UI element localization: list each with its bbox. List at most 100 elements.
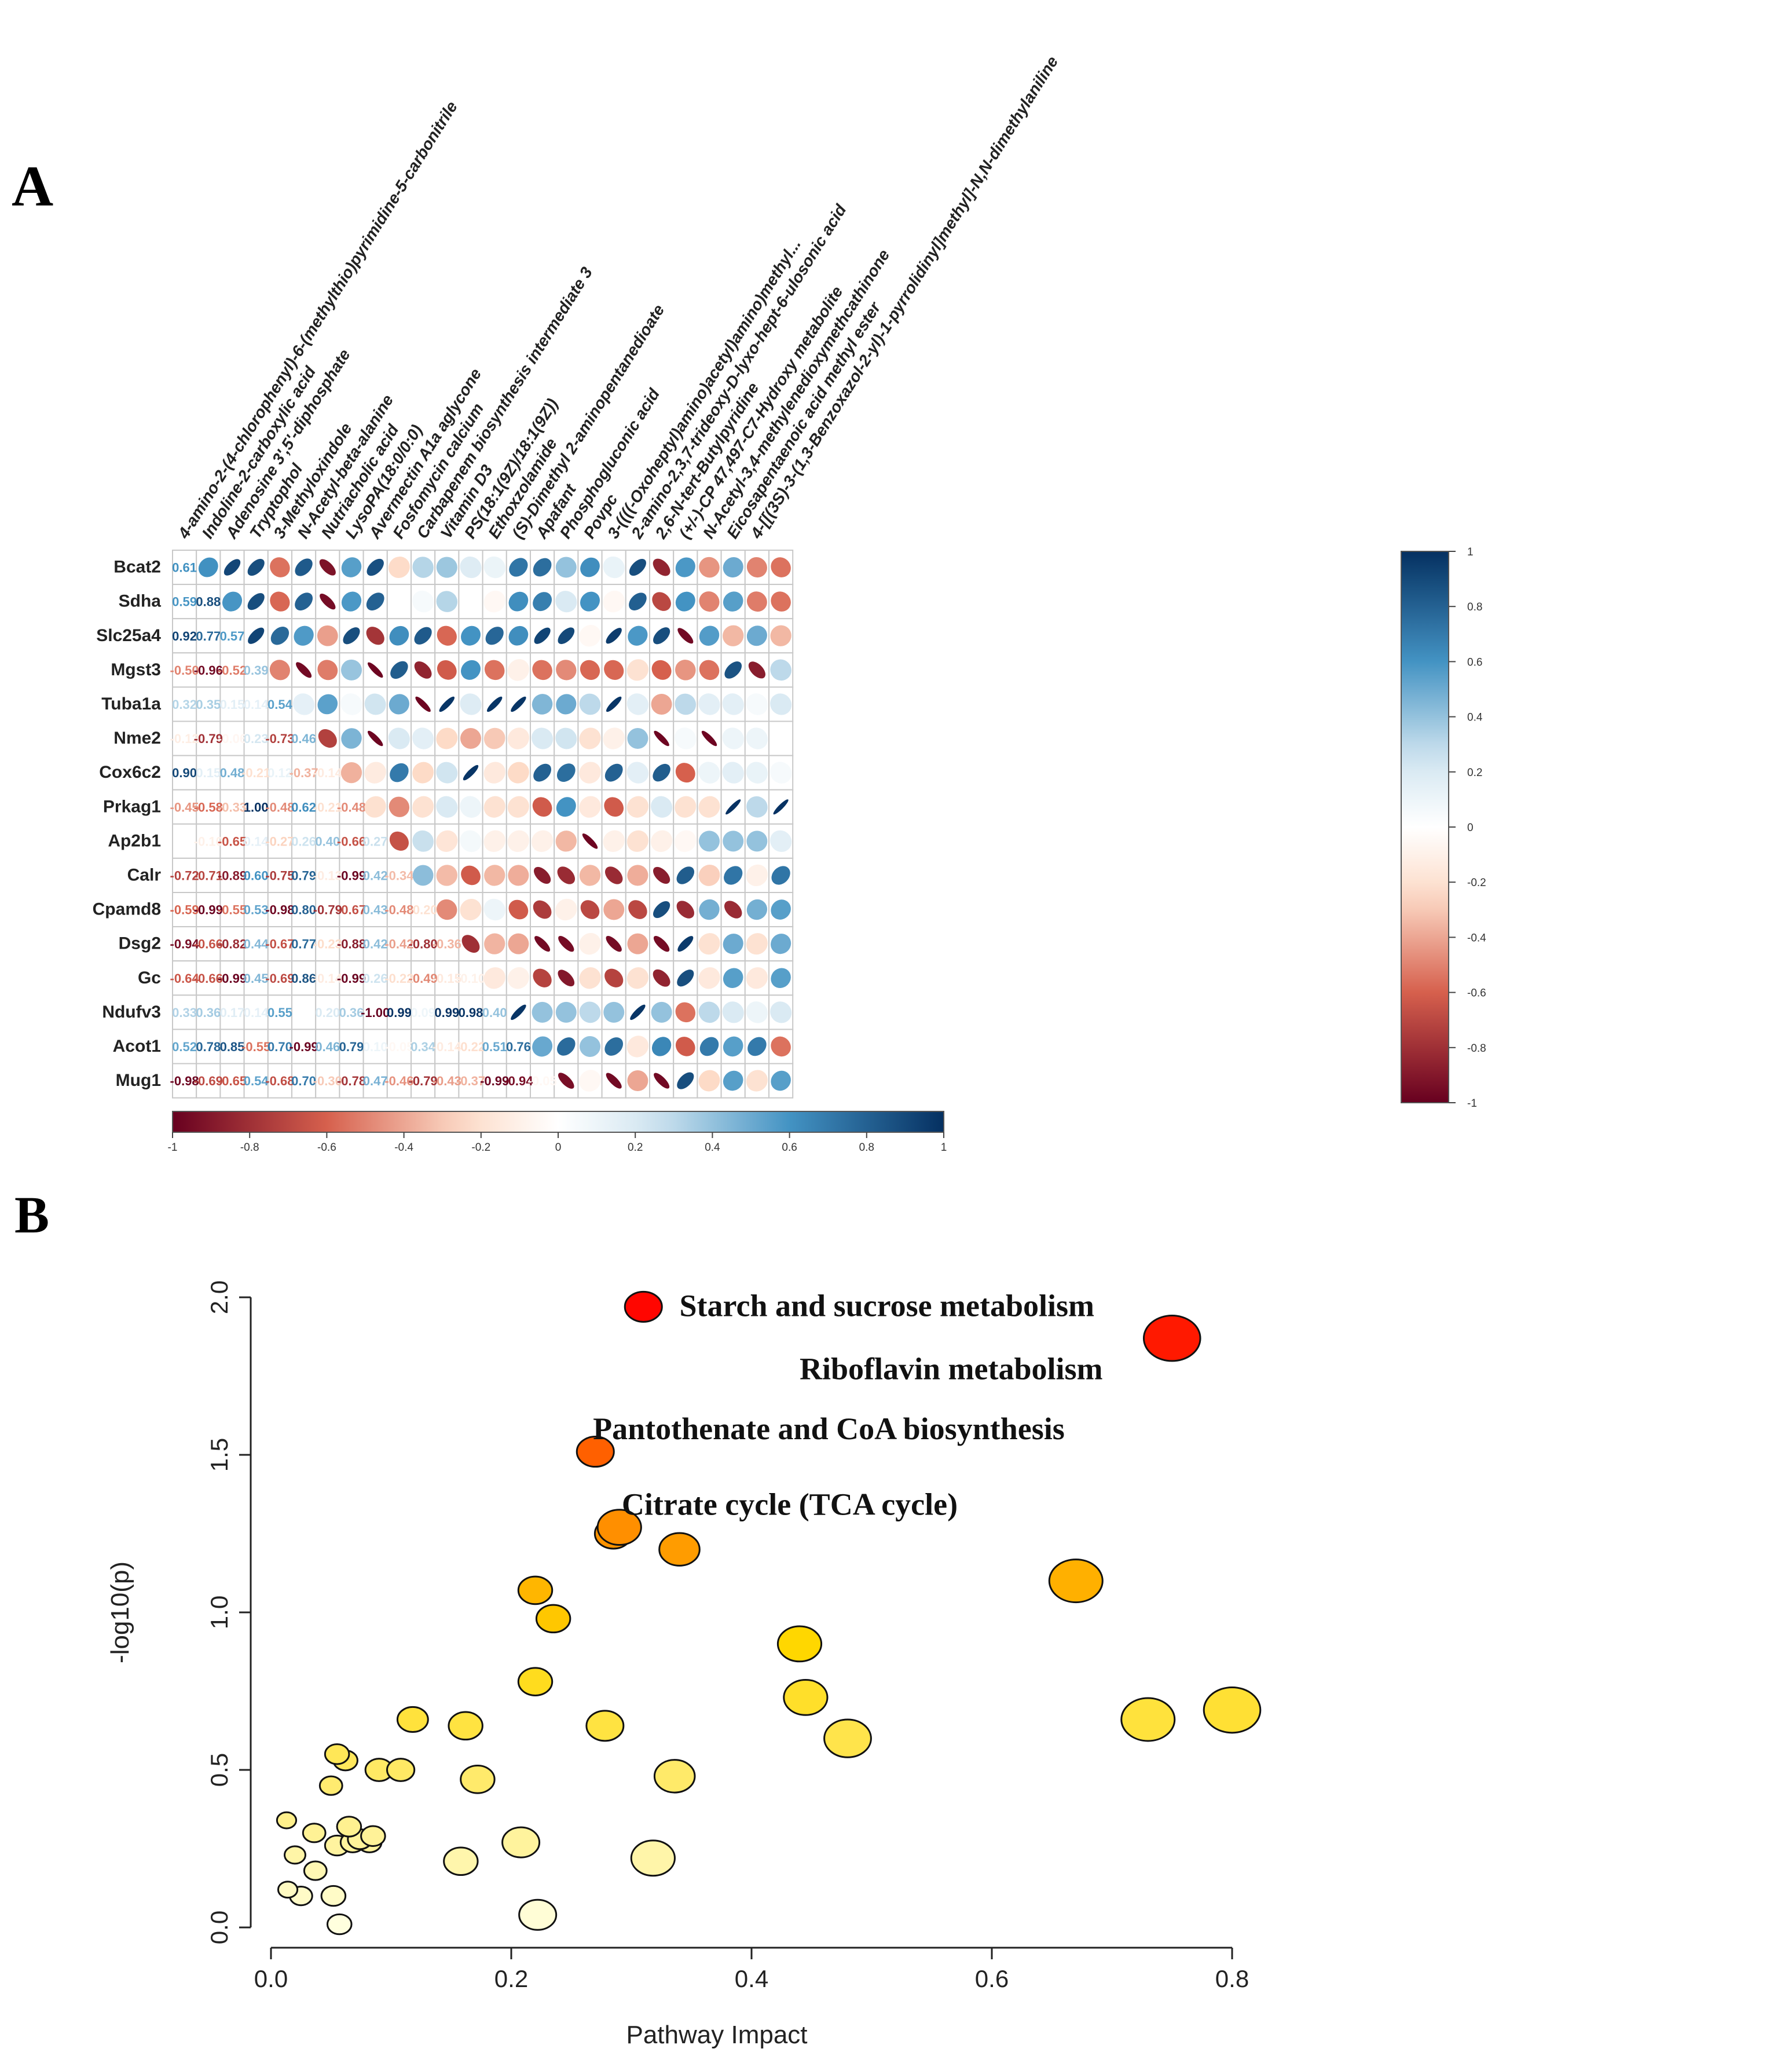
heatmap-ellipse (722, 693, 744, 715)
heatmap-ellipse (532, 1001, 553, 1023)
heatmap-ellipse (603, 556, 625, 579)
heatmap-value-label: 0.33 (172, 1005, 197, 1020)
heatmap-value-label: -0.12 (170, 731, 199, 746)
heatmap-value-label: -0.65 (218, 1074, 247, 1088)
heatmap-ellipse (626, 796, 648, 818)
heatmap-value-label: -0.73 (265, 731, 294, 746)
heatmap-ellipse (557, 866, 576, 884)
heatmap-value-label: -0.27 (265, 834, 294, 848)
heatmap-ellipse (436, 727, 458, 749)
heatmap-ellipse (627, 728, 648, 749)
heatmap-ellipse (746, 1070, 768, 1092)
heatmap-cell (219, 618, 245, 654)
heatmap-ellipse (483, 898, 505, 921)
heatmap-ellipse (746, 557, 767, 578)
heatmap-value-label: -0.98 (265, 903, 294, 917)
heatmap-ellipse (651, 796, 673, 818)
heatmap-ellipse (533, 558, 552, 577)
pathway-point (284, 1845, 306, 1865)
heatmap-ellipse (437, 625, 457, 646)
heatmap-value-label: 0.40 (315, 834, 340, 848)
heatmap-value-label: 0.14 (244, 1005, 269, 1020)
heatmap-value-label: -0.98 (170, 1074, 199, 1088)
heatmap-cell (315, 789, 340, 825)
heatmap-ellipse (651, 1001, 672, 1023)
heatmap-ellipse (771, 934, 791, 954)
heatmap-cell (291, 1063, 317, 1099)
x-tick-label: 0.4 (735, 1965, 768, 1992)
heatmap-ellipse (460, 590, 482, 613)
heatmap-ellipse (770, 1001, 792, 1023)
heatmap-ellipse (677, 936, 694, 952)
heatmap-ellipse (460, 796, 482, 818)
heatmap-ellipse (722, 1001, 744, 1023)
heatmap-value-label: -0.55 (241, 1040, 270, 1054)
heatmap-ellipse (604, 1037, 624, 1056)
heatmap-value-label: 0.36 (196, 1005, 221, 1020)
heatmap-cell (196, 823, 221, 859)
heatmap-ellipse (675, 1002, 696, 1023)
heatmap-ellipse (533, 968, 552, 987)
heatmap-ellipse (699, 899, 720, 920)
bottom-colorbar-label: 0.6 (782, 1142, 797, 1154)
heatmap-value-label: -0.82 (218, 937, 247, 952)
pathway-point (658, 1532, 701, 1567)
heatmap-value-label: -0.75 (265, 868, 294, 883)
heatmap-value-label: -0.43 (433, 1074, 461, 1088)
heatmap-ellipse (292, 693, 315, 715)
heatmap-ellipse (699, 660, 720, 681)
pathway-point (776, 1625, 823, 1663)
bottom-colorbar (172, 1111, 944, 1133)
heatmap-value-label: -0.23 (313, 937, 342, 952)
pathway-point (318, 1775, 343, 1796)
pathway-point (396, 1706, 429, 1733)
heatmap-ellipse (269, 660, 290, 681)
heatmap-ellipse (652, 592, 671, 611)
heatmap-ellipse (604, 797, 624, 817)
pathway-point (360, 1825, 386, 1847)
heatmap-ellipse (604, 968, 624, 987)
heatmap-ellipse (675, 763, 695, 783)
heatmap-ellipse (412, 590, 434, 613)
heatmap-ellipse (367, 558, 384, 576)
heatmap-ellipse (223, 559, 241, 576)
right-colorbar-label: -0.8 (1467, 1042, 1486, 1055)
heatmap-ellipse (626, 830, 648, 852)
heatmap-value-label: 0.54 (267, 697, 293, 712)
heatmap-value-label: -0.99 (194, 903, 223, 917)
heatmap-cell (482, 994, 507, 1030)
pathway-point (1142, 1315, 1201, 1362)
heatmap-value-label: 0.39 (244, 663, 269, 678)
heatmap-ellipse (698, 1070, 720, 1092)
pathway-point (823, 1718, 872, 1758)
heatmap-cell (291, 960, 317, 996)
heatmap-value-label: 0.54 (244, 1074, 269, 1088)
right-colorbar-label: 1 (1467, 546, 1474, 558)
heatmap-row-label: Dsg2 (119, 934, 161, 953)
heatmap-ellipse (579, 932, 601, 955)
heatmap-ellipse (534, 866, 551, 884)
heatmap-ellipse (579, 967, 601, 989)
heatmap-ellipse (627, 865, 648, 886)
heatmap-value-label: -0.71 (194, 868, 223, 883)
heatmap-value-label: 0.61 (172, 561, 197, 575)
pathway-point (303, 1860, 328, 1881)
heatmap-ellipse (318, 729, 337, 748)
heatmap-ellipse (389, 625, 409, 646)
heatmap-ellipse (247, 593, 265, 610)
pathway-annotation: Riboflavin metabolism (800, 1351, 1103, 1386)
heatmap-value-label: 0.88 (196, 595, 221, 609)
heatmap-cell (243, 926, 269, 962)
heatmap-ellipse (628, 900, 647, 919)
heatmap-value-label: -0.15 (433, 971, 461, 986)
heatmap-value-label: 0.15 (196, 766, 221, 780)
heatmap-ellipse (606, 628, 622, 644)
heatmap-cell (482, 1063, 507, 1099)
heatmap-cell (267, 960, 292, 996)
right-colorbar-label: -1 (1467, 1097, 1477, 1110)
heatmap-ellipse (270, 591, 290, 612)
heatmap-ellipse (532, 660, 552, 681)
heatmap-ellipse (725, 799, 741, 815)
heatmap-value-label: -0.58 (194, 800, 223, 814)
heatmap-ellipse (771, 591, 791, 612)
